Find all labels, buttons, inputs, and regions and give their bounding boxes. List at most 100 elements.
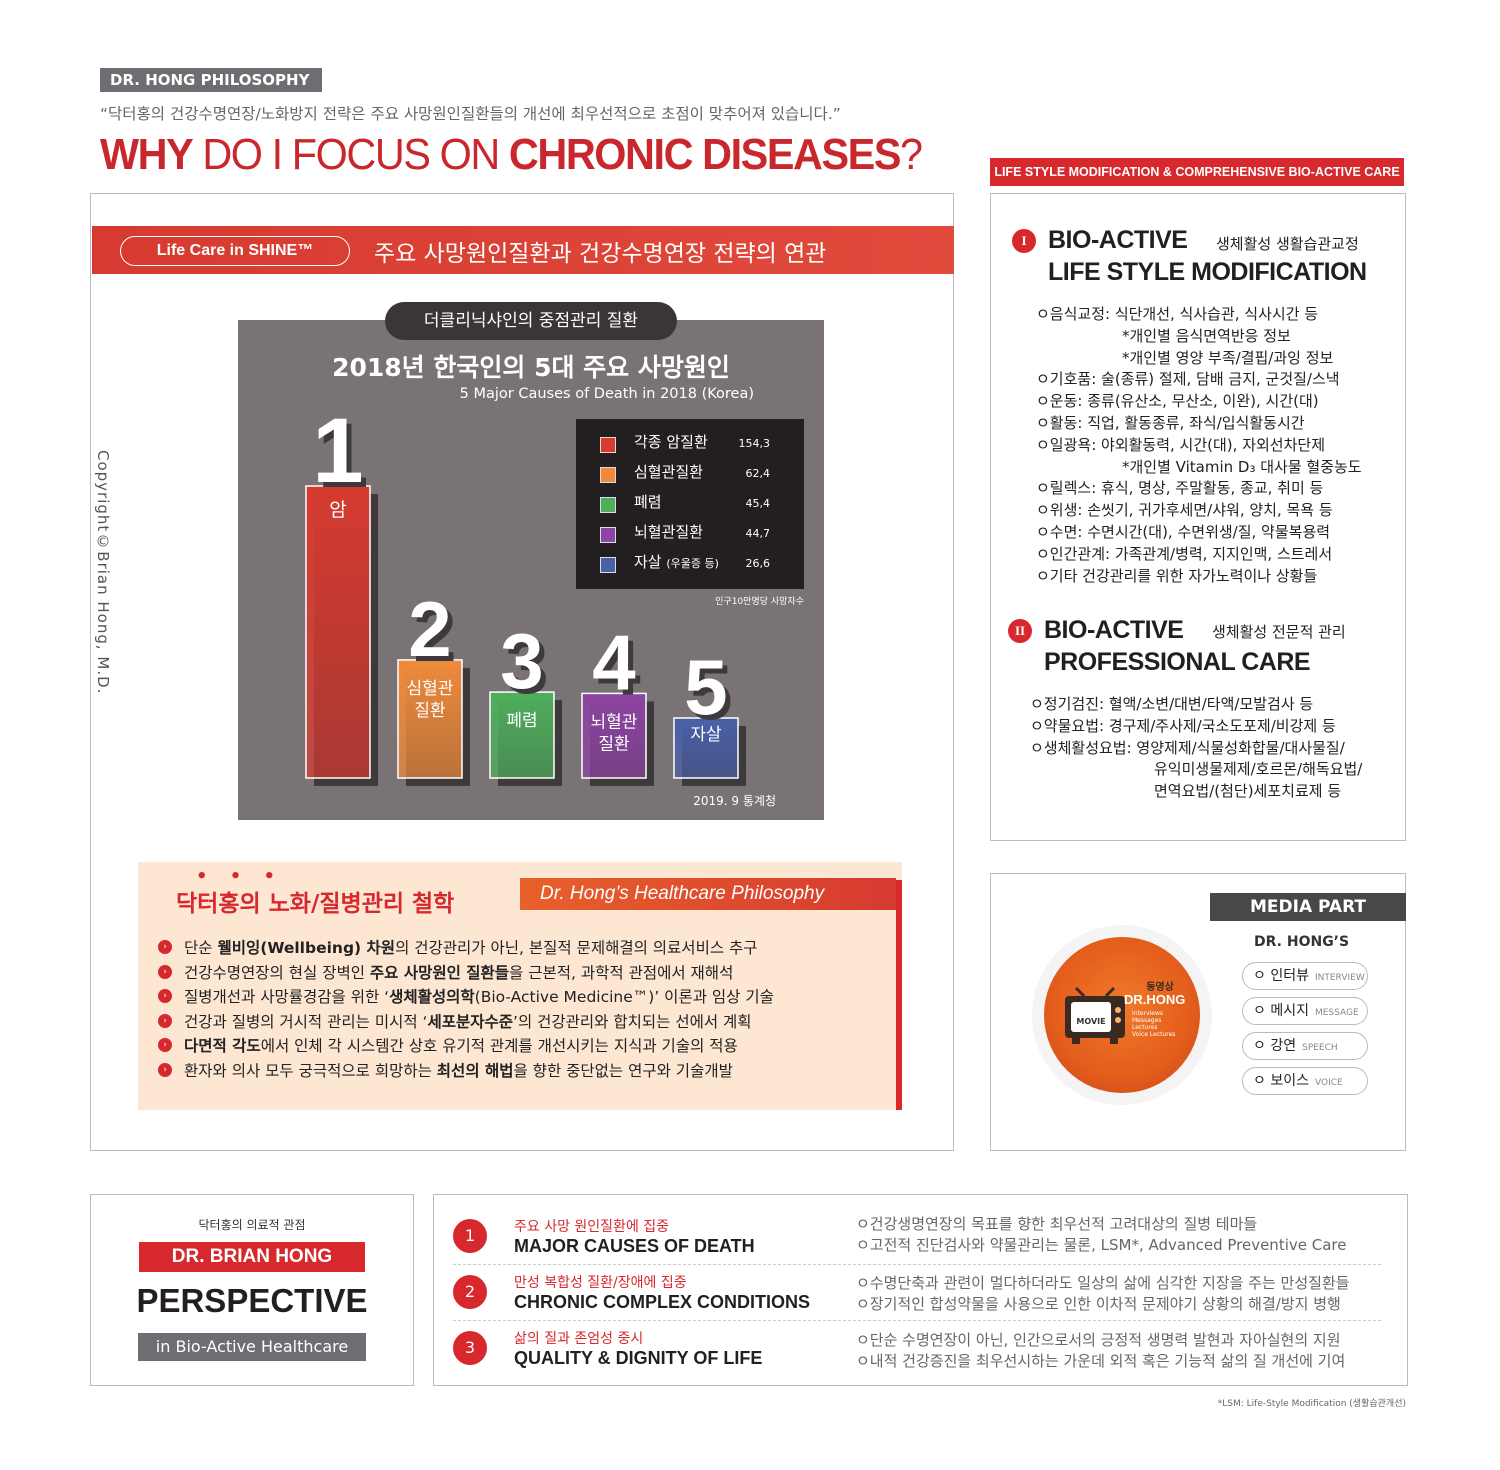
- focus-desc-line: ㅇ건강생명연장의 목표를 향한 최우선적 고려대상의 질병 테마들: [856, 1215, 1258, 1233]
- media-center-korean: 동영상: [1146, 982, 1174, 993]
- item-text: 환자와 의사 모두 궁극적으로 희망하는: [184, 1061, 437, 1080]
- media-center-item: Lectures: [1132, 1024, 1158, 1031]
- chevron-right-icon: ›: [158, 940, 172, 954]
- perspective-title: PERSPECTIVE: [136, 1282, 368, 1319]
- rank-number: 4: [592, 618, 635, 706]
- item-text: 건강수명연장의 현실 장벽인: [184, 963, 370, 982]
- list-item: ㅇ활동: 직업, 활동종류, 좌식/입식활동시간: [1036, 413, 1305, 432]
- item-bold: 다면적 각도: [184, 1037, 261, 1055]
- list-item: 면역요법/(첨단)세포치료제 등: [1154, 782, 1342, 801]
- circle-bullet-icon: ㅇ: [1253, 968, 1266, 984]
- circle-bullet-icon: ㅇ: [1253, 1038, 1266, 1054]
- rank-number: 3: [500, 617, 543, 705]
- item-bold: 최선의 해법: [436, 1061, 514, 1080]
- rank-number: 2: [408, 585, 451, 673]
- philosophy-item: › 질병개선과 사망률경감을 위한 ‘생체활성의학(Bio-Active Medi…: [158, 985, 888, 1010]
- focus-korean: 주요 사망 원인질환에 집중: [514, 1219, 670, 1235]
- bar-label: 질환: [414, 701, 445, 721]
- media-link-voice[interactable]: ㅇ 보이스 VOICE: [1242, 1067, 1368, 1095]
- list-item: ㅇ음식교정: 식단개선, 식사습관, 식사시간 등: [1036, 305, 1319, 323]
- chevron-right-icon: ›: [158, 989, 172, 1003]
- legend-swatch: [600, 467, 616, 483]
- media-link-message[interactable]: ㅇ 메시지 MESSAGE: [1242, 997, 1368, 1025]
- legend-swatch: [600, 557, 616, 573]
- focus-desc-line: ㅇ수명단축과 관련이 멀다하더라도 일상의 삶에 심각한 지장을 주는 만성질환…: [856, 1274, 1350, 1292]
- media-link-interview[interactable]: ㅇ 인터뷰 INTERVIEW: [1242, 962, 1368, 990]
- item-bold: 주요 사망원인 질환들: [369, 963, 510, 982]
- focus-number: 1: [453, 1219, 487, 1253]
- legend-swatch: [600, 437, 616, 453]
- tv-icon: [1065, 986, 1125, 1044]
- perspective-subtitle: in Bio-Active Healthcare: [138, 1333, 366, 1361]
- divider: [453, 1264, 1381, 1265]
- right-panel: [990, 193, 1406, 841]
- legend-value: 62,4: [745, 467, 771, 480]
- list-item: ㅇ인간관계: 가족관계/병력, 지지인맥, 스트레서: [1036, 544, 1333, 563]
- philosophy-accent-bar: [896, 880, 902, 1110]
- focus-description: ㅇ건강생명연장의 목표를 향한 최우선적 고려대상의 질병 테마들 ㅇ고전적 진…: [856, 1214, 1346, 1256]
- bar: [489, 691, 555, 779]
- legend-label: 자살 (우울증 등): [634, 551, 719, 572]
- rank-number-shadow: 4: [597, 623, 640, 711]
- focus-english: CHRONIC COMPLEX CONDITIONS: [514, 1292, 811, 1312]
- philosophy-item: › 건강과 질병의 거시적 관리는 미시적 ‘세포분자수준’의 건강관리와 합치되…: [158, 1010, 888, 1035]
- media-subtitle: DR. HONG’S: [1254, 934, 1350, 950]
- focus-korean: 만성 복합성 질환/장애에 집중: [514, 1275, 687, 1291]
- list-item: ㅇ기호품: 술(종류) 절제, 담배 금지, 군것질/스낵: [1036, 370, 1340, 389]
- legend-label: 심혈관질환: [634, 463, 704, 481]
- divider: [453, 1320, 1381, 1321]
- item-text: 단순: [184, 939, 218, 957]
- item-bold: 웰비잉(Wellbeing) 차원: [217, 939, 396, 957]
- bar-label: 뇌혈관: [591, 712, 638, 732]
- legend-value: 45,4: [745, 497, 771, 510]
- section-number-badge: II: [1008, 619, 1032, 643]
- media-link-label: 인터뷰: [1270, 968, 1309, 984]
- focus-number: 2: [453, 1275, 487, 1309]
- item-text: 건강과 질병의 거시적 관리는 미시적 ‘: [184, 1012, 428, 1031]
- focus-english: MAJOR CAUSES OF DEATH: [514, 1236, 755, 1256]
- section1-heading-line2: LIFE STYLE MODIFICATION: [1048, 258, 1367, 286]
- legend-value: 26,6: [745, 557, 771, 570]
- chevron-right-icon: ›: [158, 1013, 172, 1028]
- red-band: [92, 226, 954, 274]
- philosophy-item: › 환자와 의사 모두 궁극적으로 희망하는 최선의 해법을 향한 중단없는 연구…: [158, 1059, 888, 1084]
- item-bold: 생체활성의학: [389, 988, 475, 1006]
- legend-value: 154,3: [738, 437, 771, 450]
- bar: [397, 659, 463, 779]
- chart-title: 2018년 한국인의 5대 주요 사망원인: [332, 353, 730, 382]
- media-center-item: Interviews: [1132, 1010, 1164, 1017]
- list-item: *개인별 영양 부족/결핍/과잉 정보: [1122, 348, 1334, 367]
- legend-label: 뇌혈관질환: [634, 523, 704, 541]
- list-item: ㅇ정기검진: 혈액/소변/대변/타액/모발검사 등: [1030, 695, 1314, 713]
- legend-label-text: 자살: [634, 553, 662, 571]
- legend-item: 각종 암질환 154,3: [600, 429, 800, 459]
- footnote: *LSM: Life-Style Modification (생활습관개선): [1217, 1399, 1406, 1409]
- legend-label: 각종 암질환: [634, 433, 708, 451]
- tv-label: MOVIE: [1076, 1017, 1106, 1026]
- media-link-sublabel: SPEECH: [1302, 1043, 1338, 1053]
- chart-source: 2019. 9 통계청: [693, 794, 776, 808]
- bar-label: 심혈관: [407, 679, 454, 699]
- chart-legend: 각종 암질환 154,3 심혈관질환 62,4 폐렴 45,4 뇌혈관질환 44…: [576, 419, 804, 589]
- media-link-speech[interactable]: ㅇ 강연 SPEECH: [1242, 1032, 1368, 1060]
- header-quote: “닥터홍의 건강수명연장/노화방지 전략은 주요 사망원인질환들의 개선에 최우…: [100, 105, 841, 123]
- page-title: WHY DO I FOCUS ON CHRONIC DISEASES?: [100, 130, 923, 180]
- focus-box: [433, 1194, 1408, 1386]
- focus-desc-line: ㅇ내적 건강증진을 최우선시하는 가운데 외적 혹은 기능적 삶의 질 개선에 …: [856, 1352, 1346, 1370]
- list-item: *개인별 Vitamin D₃ 대사물 혈중농도: [1122, 457, 1362, 476]
- item-text: 질병개선과 사망률경감을 위한 ‘: [184, 988, 390, 1006]
- philosophy-item: › 건강수명연장의 현실 장벽인 주요 사망원인 질환들을 근본적, 과학적 관점…: [158, 961, 888, 986]
- item-text: 에서 인체 각 시스템간 상호 유기적 관계를 개선시키는 지식과 기술의 적용: [260, 1037, 738, 1055]
- list-item: 유익미생물제제/호르몬/해독요법/: [1154, 760, 1363, 779]
- media-link-label: 강연: [1270, 1038, 1297, 1054]
- section2-heading-line1: BIO-ACTIVE: [1044, 616, 1184, 644]
- shine-pill: Life Care in SHINE™: [120, 236, 350, 266]
- focus-description: ㅇ수명단축과 관련이 멀다하더라도 일상의 삶에 심각한 지장을 주는 만성질환…: [856, 1273, 1350, 1315]
- item-bold: 세포분자수준: [427, 1012, 514, 1031]
- bar: [673, 717, 739, 779]
- item-text: 을 향한 중단없는 연구와 기술개발: [513, 1061, 733, 1080]
- lsm-tag: LIFE STYLE MODIFICATION & COMPREHENSIVE …: [990, 158, 1404, 186]
- title-question: ?: [900, 130, 923, 179]
- list-item: ㅇ위생: 손씻기, 귀가후세면/샤워, 양치, 목욕 등: [1036, 501, 1333, 520]
- focus-desc-line: ㅇ장기적인 합성약물을 사용으로 인한 이차적 문제야기 상황의 해결/방지 병…: [856, 1295, 1341, 1313]
